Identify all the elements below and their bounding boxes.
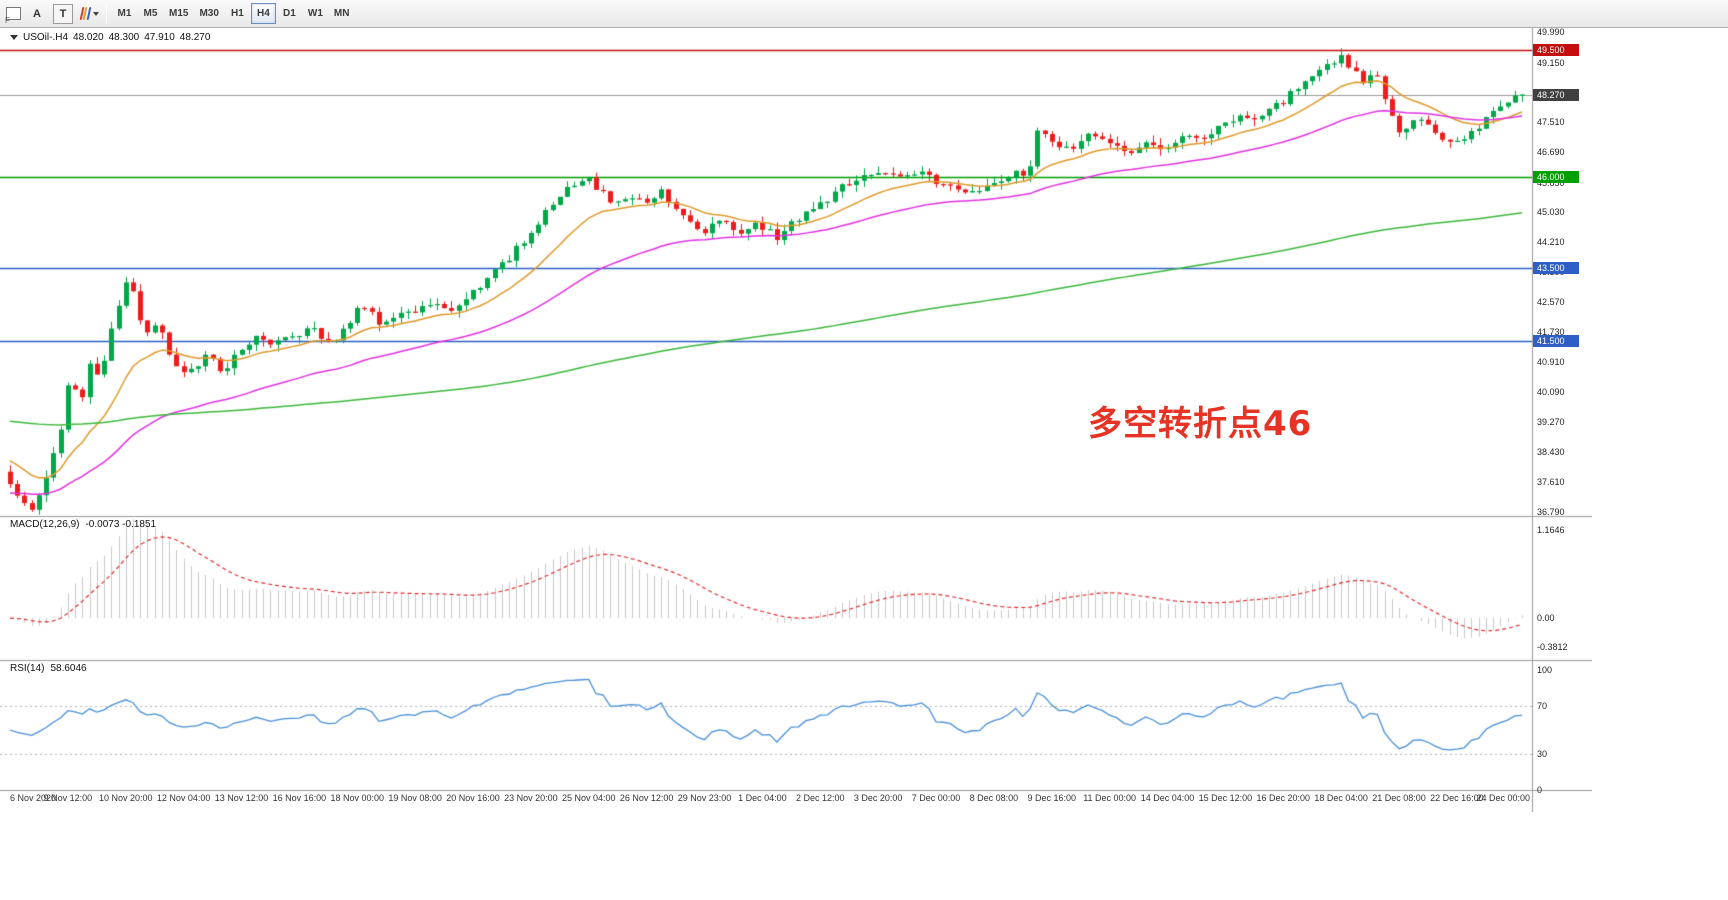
level-price-badge: 46.000 [1533,171,1579,184]
timeframe-group: M1 M5 M15 M30 H1 H4 D1 W1 MN [112,3,354,24]
macd-axis-label: 0.00 [1537,613,1555,624]
time-axis-label: 15 Dec 12:00 [1198,793,1253,803]
annotation-text: 多空转折点46 [1088,404,1313,444]
time-axis-label: 2 Dec 12:00 [795,793,845,803]
chart-grid-icon[interactable] [6,7,21,20]
chart-area: USOil-.H4 48.020 48.300 47.910 48.270 MA… [0,27,1592,812]
time-axis-label: 13 Nov 12:00 [214,793,269,803]
rsi-axis-label: 30 [1537,749,1548,759]
timeframe-button-m30[interactable]: M30 [194,3,223,24]
toolbar: F A T M1 M5 M15 M30 H1 H4 D1 W1 MN [0,0,1728,28]
price-axis-label: 42.570 [1537,296,1565,307]
time-axis-label: 23 Nov 20:00 [504,793,558,803]
time-axis-label: 21 Dec 08:00 [1372,793,1426,803]
time-axis-label: 20 Nov 16:00 [446,793,500,803]
price-axis-label: 46.690 [1537,147,1565,157]
price-axis-label: 44.210 [1537,237,1565,248]
time-axis-label: 1 Dec 04:00 [738,793,787,803]
timeframe-button-w1[interactable]: W1 [303,3,328,24]
ohlc-open: 48.020 [73,32,104,43]
timeframe-button-mn[interactable]: MN [329,3,355,24]
price-axis-label: 45.030 [1537,207,1565,218]
time-axis-label: 3 Dec 20:00 [853,793,903,803]
price-chart-canvas[interactable] [0,28,1592,812]
price-axis-label: 38.430 [1537,447,1565,458]
time-axis-label: 16 Dec 20:00 [1256,793,1311,803]
time-axis-label: 12 Nov 04:00 [156,793,211,803]
ohlc-low: 47.910 [144,32,175,43]
price-axis-label: 37.610 [1537,477,1565,488]
time-axis-label: 16 Nov 16:00 [272,793,327,803]
timeframe-button-m1[interactable]: M1 [112,3,137,24]
time-axis-label: 24 Dec 00:00 [1476,793,1530,803]
timeframe-button-h4[interactable]: H4 [250,3,276,24]
timeframe-button-h1[interactable]: H1 [225,3,250,24]
time-axis-label: 8 Dec 08:00 [969,793,1019,803]
price-axis-label: 40.090 [1537,387,1565,397]
ohlc-close: 48.270 [179,32,211,43]
crayons-dropdown-icon[interactable] [79,4,101,24]
rsi-axis-label: 0 [1537,785,1543,795]
level-price-badge: 43.500 [1533,262,1579,274]
time-axis-label: 14 Dec 04:00 [1140,793,1195,803]
time-axis-label: 7 Dec 00:00 [911,793,961,803]
macd-title: MACD(12,26,9) [10,519,80,530]
price-axis-label: 41.730 [1537,327,1565,338]
time-axis-label: 9 Nov 12:00 [43,793,93,803]
rsi-axis-label: 70 [1537,701,1548,711]
rsi-pane-label: RSI(14) 58.6046 [10,663,87,674]
ohlc-high: 48.300 [108,32,140,43]
time-axis-label: 18 Nov 00:00 [330,793,385,803]
price-axis-label: 47.510 [1537,117,1565,128]
time-axis-label: 11 Dec 00:00 [1083,793,1137,803]
time-axis-label: 10 Nov 20:00 [98,793,153,803]
macd-values: -0.0073 -0.1851 [85,519,157,530]
rsi-axis-label: 100 [1537,665,1553,675]
price-axis-label: 40.910 [1537,357,1565,368]
time-axis-label: 9 Dec 16:00 [1027,793,1077,803]
time-axis-label: 6 Nov 2020 [10,793,57,803]
chevron-down-icon [92,11,99,16]
timeframe-button-d1[interactable]: D1 [277,3,302,24]
toolbar-left-group: F A T [0,0,101,28]
current-price-badge: 48.270 [1533,88,1579,101]
macd-pane-label: MACD(12,26,9) -0.0073 -0.1851 [10,519,156,530]
time-axis-label: 22 Dec 16:00 [1430,793,1484,803]
timeframe-button-m5[interactable]: M5 [138,3,163,24]
time-axis-label: 26 Nov 12:00 [619,793,674,803]
price-axis-label: 49.150 [1537,57,1565,68]
time-axis-label: 29 Nov 23:00 [677,793,732,803]
macd-axis-label: 1.1646 [1537,525,1565,536]
arrow-tool-button[interactable]: A [27,4,47,24]
text-tool-button[interactable]: T [53,3,73,24]
chart-ohlc-header: USOil-.H4 48.020 48.300 47.910 48.270 [10,32,210,43]
rsi-value: 58.6046 [50,663,87,674]
symbol-label: USOil-.H4 [23,32,69,43]
macd-axis-label: -0.3812 [1537,641,1568,652]
time-axis-label: 25 Nov 04:00 [561,793,616,803]
corner-f-label: F [5,15,10,25]
level-price-badge: 41.500 [1533,334,1579,347]
price-axis-label: 39.270 [1537,416,1565,427]
level-price-badge: 49.500 [1533,43,1579,56]
time-axis-label: 18 Dec 04:00 [1314,793,1368,803]
toolbar-separator [106,3,107,24]
price-axis-label: 49.990 [1537,27,1565,37]
rsi-title: RSI(14) [10,663,45,674]
crayon-blue-icon [86,7,92,20]
collapse-triangle-icon[interactable] [10,35,18,40]
time-axis-label: 19 Nov 08:00 [388,793,442,803]
timeframe-button-m15[interactable]: M15 [164,3,193,24]
price-axis-label: 36.790 [1537,507,1565,517]
